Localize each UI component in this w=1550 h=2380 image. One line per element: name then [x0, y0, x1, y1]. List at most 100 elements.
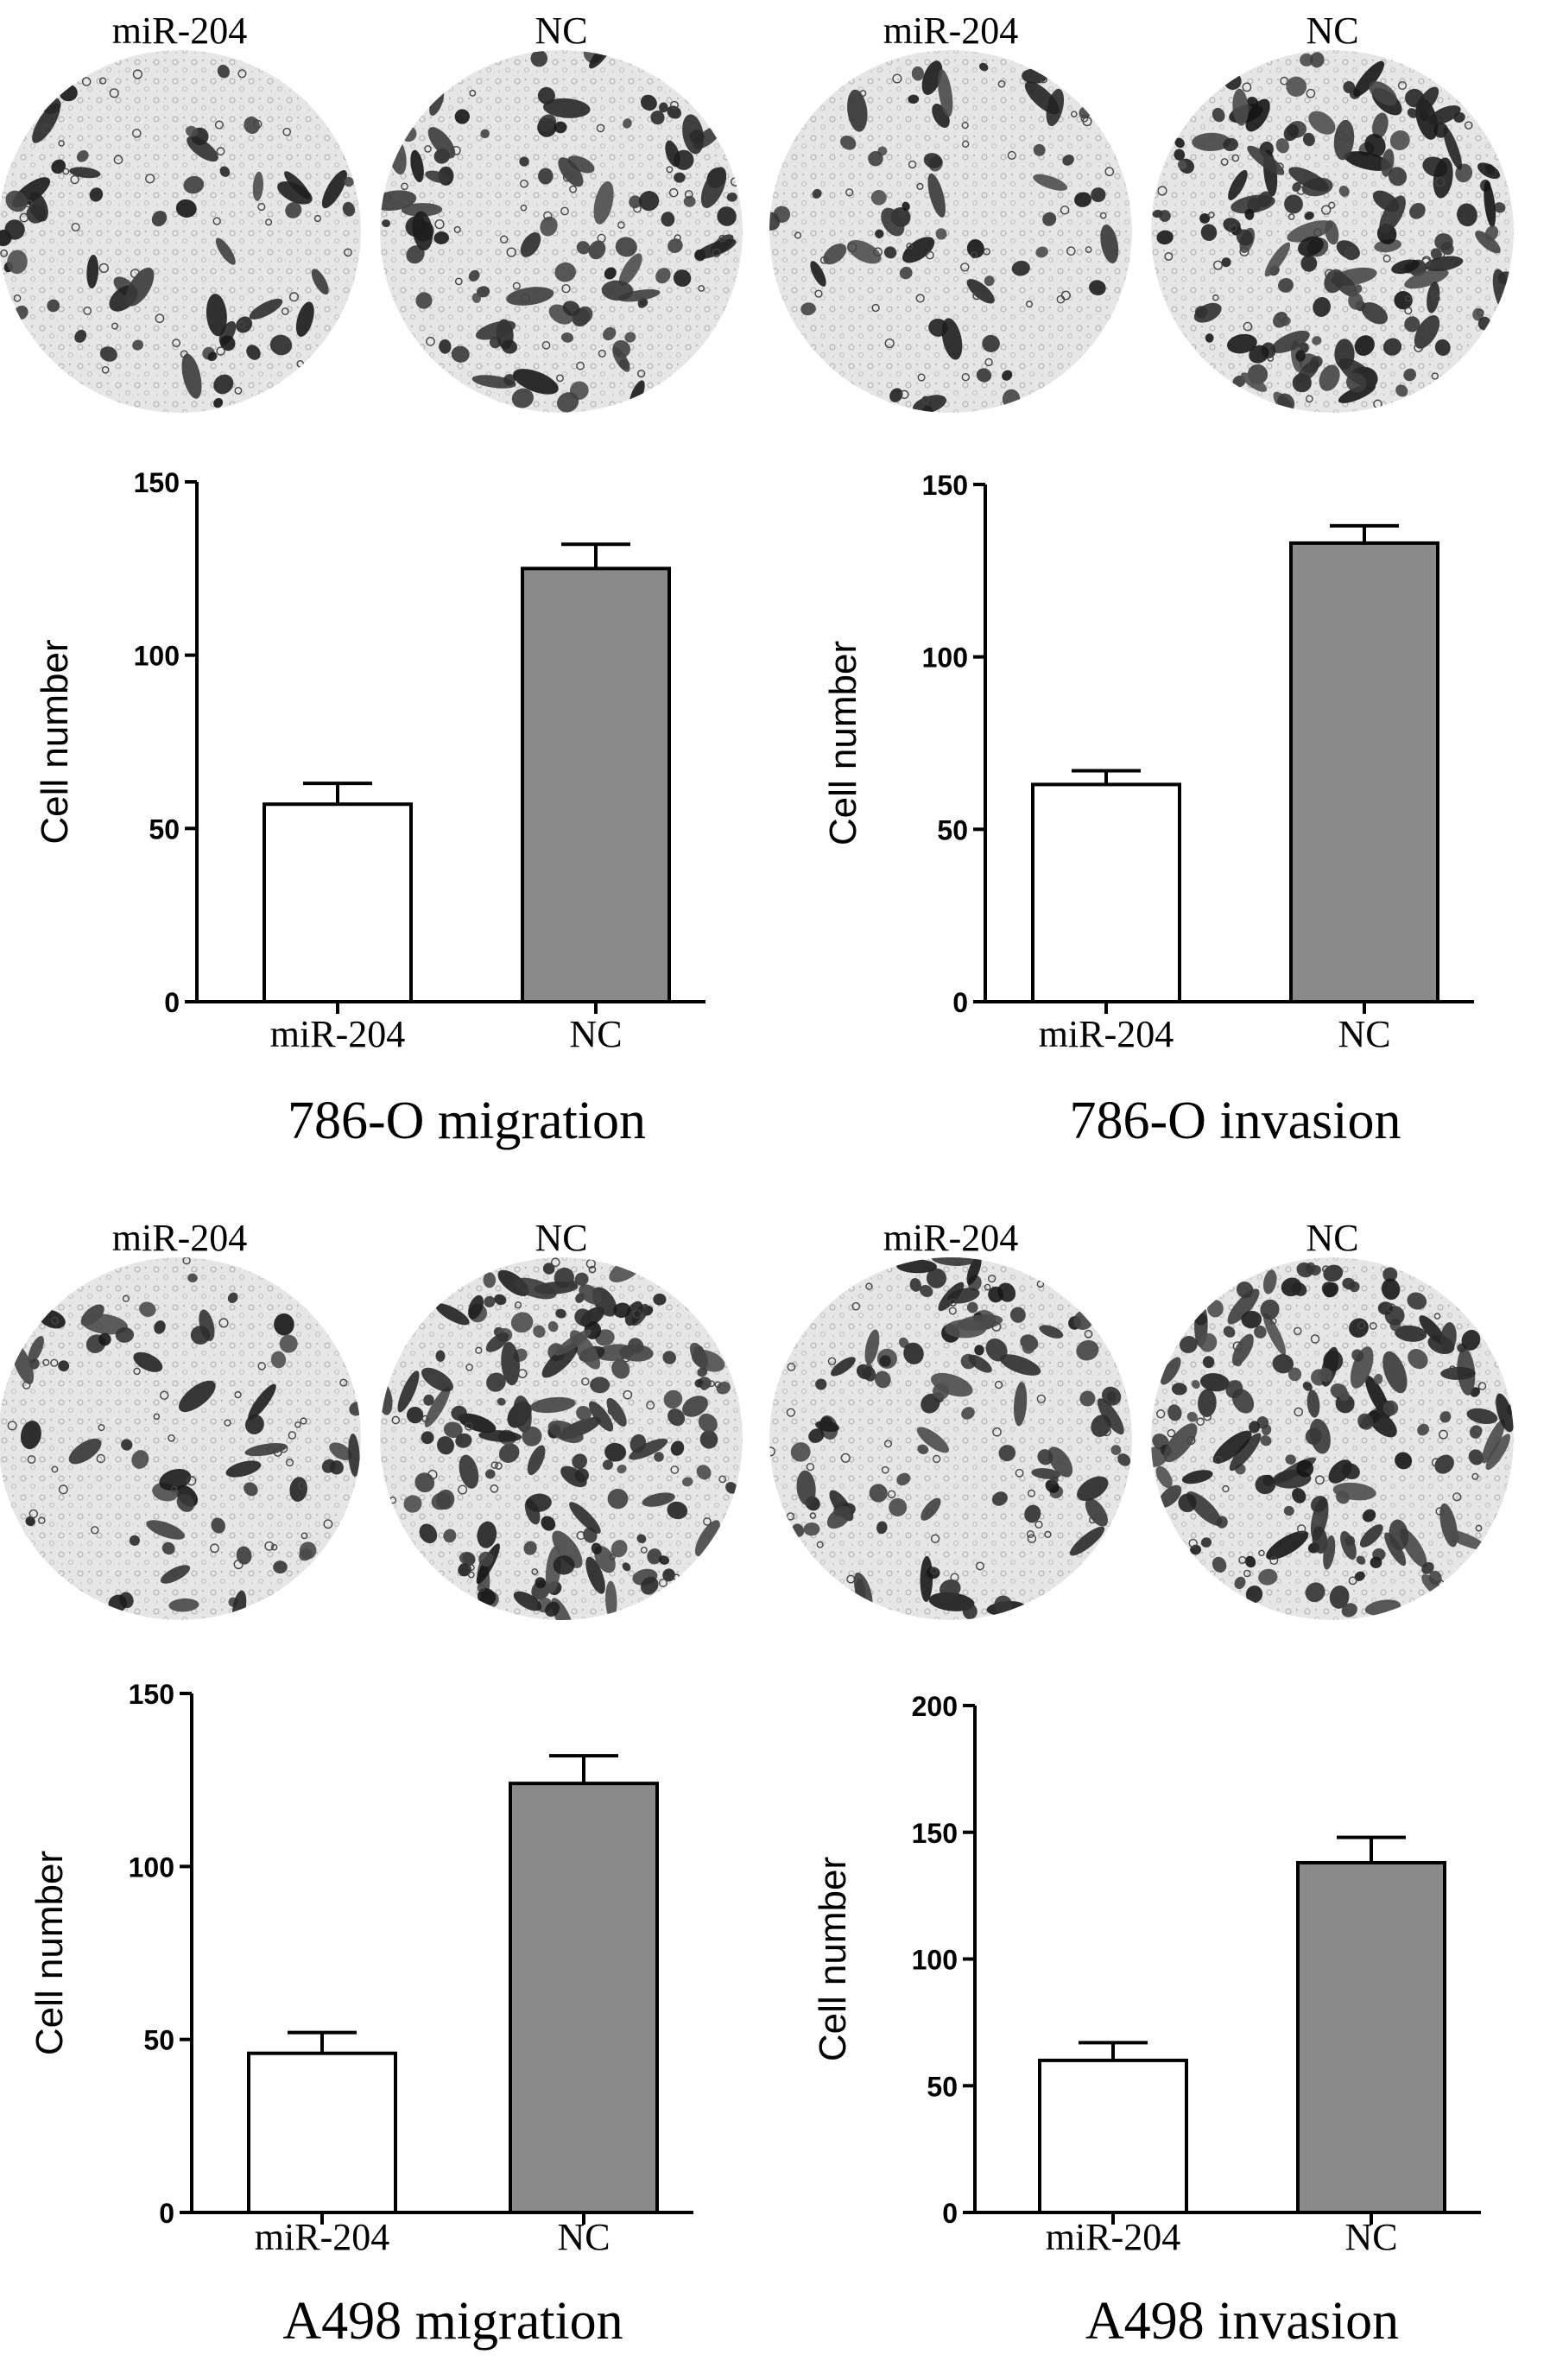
stained-cell: [1348, 292, 1363, 310]
stained-cell: [1313, 297, 1331, 317]
membrane-pore: [806, 1462, 815, 1472]
stained-cell: [530, 50, 548, 67]
membrane-pore: [313, 214, 321, 223]
stained-cell: [1009, 1307, 1026, 1323]
stained-cell: [1368, 1410, 1397, 1438]
membrane-pore: [28, 1509, 39, 1519]
membrane-pore: [130, 269, 140, 279]
stained-cell: [1024, 1504, 1041, 1523]
stained-cell: [611, 1359, 630, 1379]
stained-cell: [1354, 335, 1375, 356]
transwell-image-nc: [1151, 50, 1514, 413]
membrane-pore: [469, 89, 477, 97]
membrane-pore: [253, 119, 263, 129]
stained-cell: [1266, 1530, 1309, 1560]
stained-cell: [1485, 1434, 1510, 1471]
stained-cell: [572, 1453, 587, 1470]
stained-cell: [529, 1396, 576, 1414]
stained-cell: [1245, 98, 1270, 132]
stained-cell: [698, 1413, 718, 1433]
stained-cell: [1338, 1389, 1350, 1402]
stained-cell: [699, 1430, 718, 1449]
membrane-pore: [859, 90, 867, 98]
stained-cell: [28, 1335, 44, 1364]
membrane-pore: [344, 248, 352, 257]
stained-cell: [1296, 1459, 1314, 1478]
membrane-pore: [1204, 1392, 1212, 1401]
stained-cell: [513, 1395, 532, 1434]
stained-cell: [213, 397, 224, 408]
membrane-pore: [1391, 213, 1398, 221]
x-tick-label: NC: [569, 1013, 622, 1055]
stained-cell: [74, 329, 87, 343]
membrane-pore: [237, 320, 245, 328]
membrane-pore: [514, 1301, 522, 1309]
stained-cell: [1421, 1561, 1434, 1574]
stained-cell: [1379, 195, 1406, 234]
y-tick-label: 0: [942, 2198, 958, 2229]
stained-cell: [554, 262, 576, 282]
membrane-pore: [840, 1453, 851, 1463]
stained-cell: [478, 1430, 522, 1442]
stained-cell: [503, 374, 516, 386]
stained-cell: [213, 374, 234, 395]
stained-cell: [151, 211, 168, 227]
stained-cell: [1382, 1267, 1398, 1282]
stained-cell: [681, 1477, 693, 1487]
stained-cell: [421, 1431, 434, 1445]
stained-cell: [486, 1372, 506, 1392]
stained-cell: [1409, 202, 1426, 219]
membrane-pore: [1213, 260, 1223, 270]
stained-cell: [1221, 257, 1231, 268]
membrane-pore: [950, 1573, 959, 1582]
y-tick-label: 50: [143, 2025, 174, 2056]
stained-cell: [1223, 1326, 1236, 1338]
stained-cell: [1047, 1446, 1073, 1478]
stained-cell: [604, 1442, 627, 1462]
stained-cell: [1468, 1449, 1484, 1465]
membrane-pore: [1025, 301, 1034, 308]
stained-cell: [1404, 269, 1449, 289]
stained-cell: [912, 395, 947, 413]
stained-cell: [1298, 236, 1324, 256]
membrane-pore: [851, 1301, 861, 1311]
membrane-pore: [1203, 1412, 1212, 1421]
stained-cell: [279, 1334, 298, 1353]
membrane-pore: [434, 218, 445, 230]
membrane-pore: [1449, 1365, 1456, 1373]
membrane-pore: [7, 1421, 17, 1431]
stained-cell: [909, 1277, 921, 1292]
membrane-pore: [917, 373, 926, 382]
stained-cell: [976, 368, 992, 383]
stained-cell: [1241, 372, 1268, 392]
stained-cell: [623, 118, 632, 129]
stained-cell: [485, 1469, 496, 1479]
membrane-pore: [1420, 257, 1432, 268]
stained-cell: [1200, 224, 1218, 241]
membrane-pore: [708, 1380, 715, 1388]
stained-cell: [32, 103, 60, 143]
stained-cell: [982, 334, 1000, 352]
membrane-pore: [1269, 1556, 1279, 1566]
panel-title: 786-O invasion: [1069, 1092, 1401, 1150]
stained-cell: [1493, 202, 1506, 213]
transwell-image-nc: [380, 1257, 743, 1620]
stained-cell: [244, 1415, 264, 1434]
stained-cell: [1309, 52, 1325, 68]
stained-cell: [939, 1579, 961, 1598]
membrane-pore: [884, 339, 895, 349]
stained-cell: [270, 1351, 287, 1369]
stained-cell: [435, 1303, 470, 1326]
stained-cell: [917, 1444, 929, 1454]
membrane-pore: [1270, 1318, 1277, 1325]
stained-cell: [790, 1442, 811, 1462]
y-tick-label: 100: [912, 1945, 958, 1976]
membrane-pore: [279, 1444, 288, 1453]
stained-cell: [1341, 1463, 1360, 1480]
y-tick-label: 200: [912, 1691, 958, 1722]
membrane-pore: [218, 1318, 229, 1328]
stained-cell: [1382, 1400, 1399, 1416]
stained-cell: [870, 189, 887, 206]
stained-cell: [519, 156, 529, 167]
membrane-pore: [646, 1401, 655, 1410]
